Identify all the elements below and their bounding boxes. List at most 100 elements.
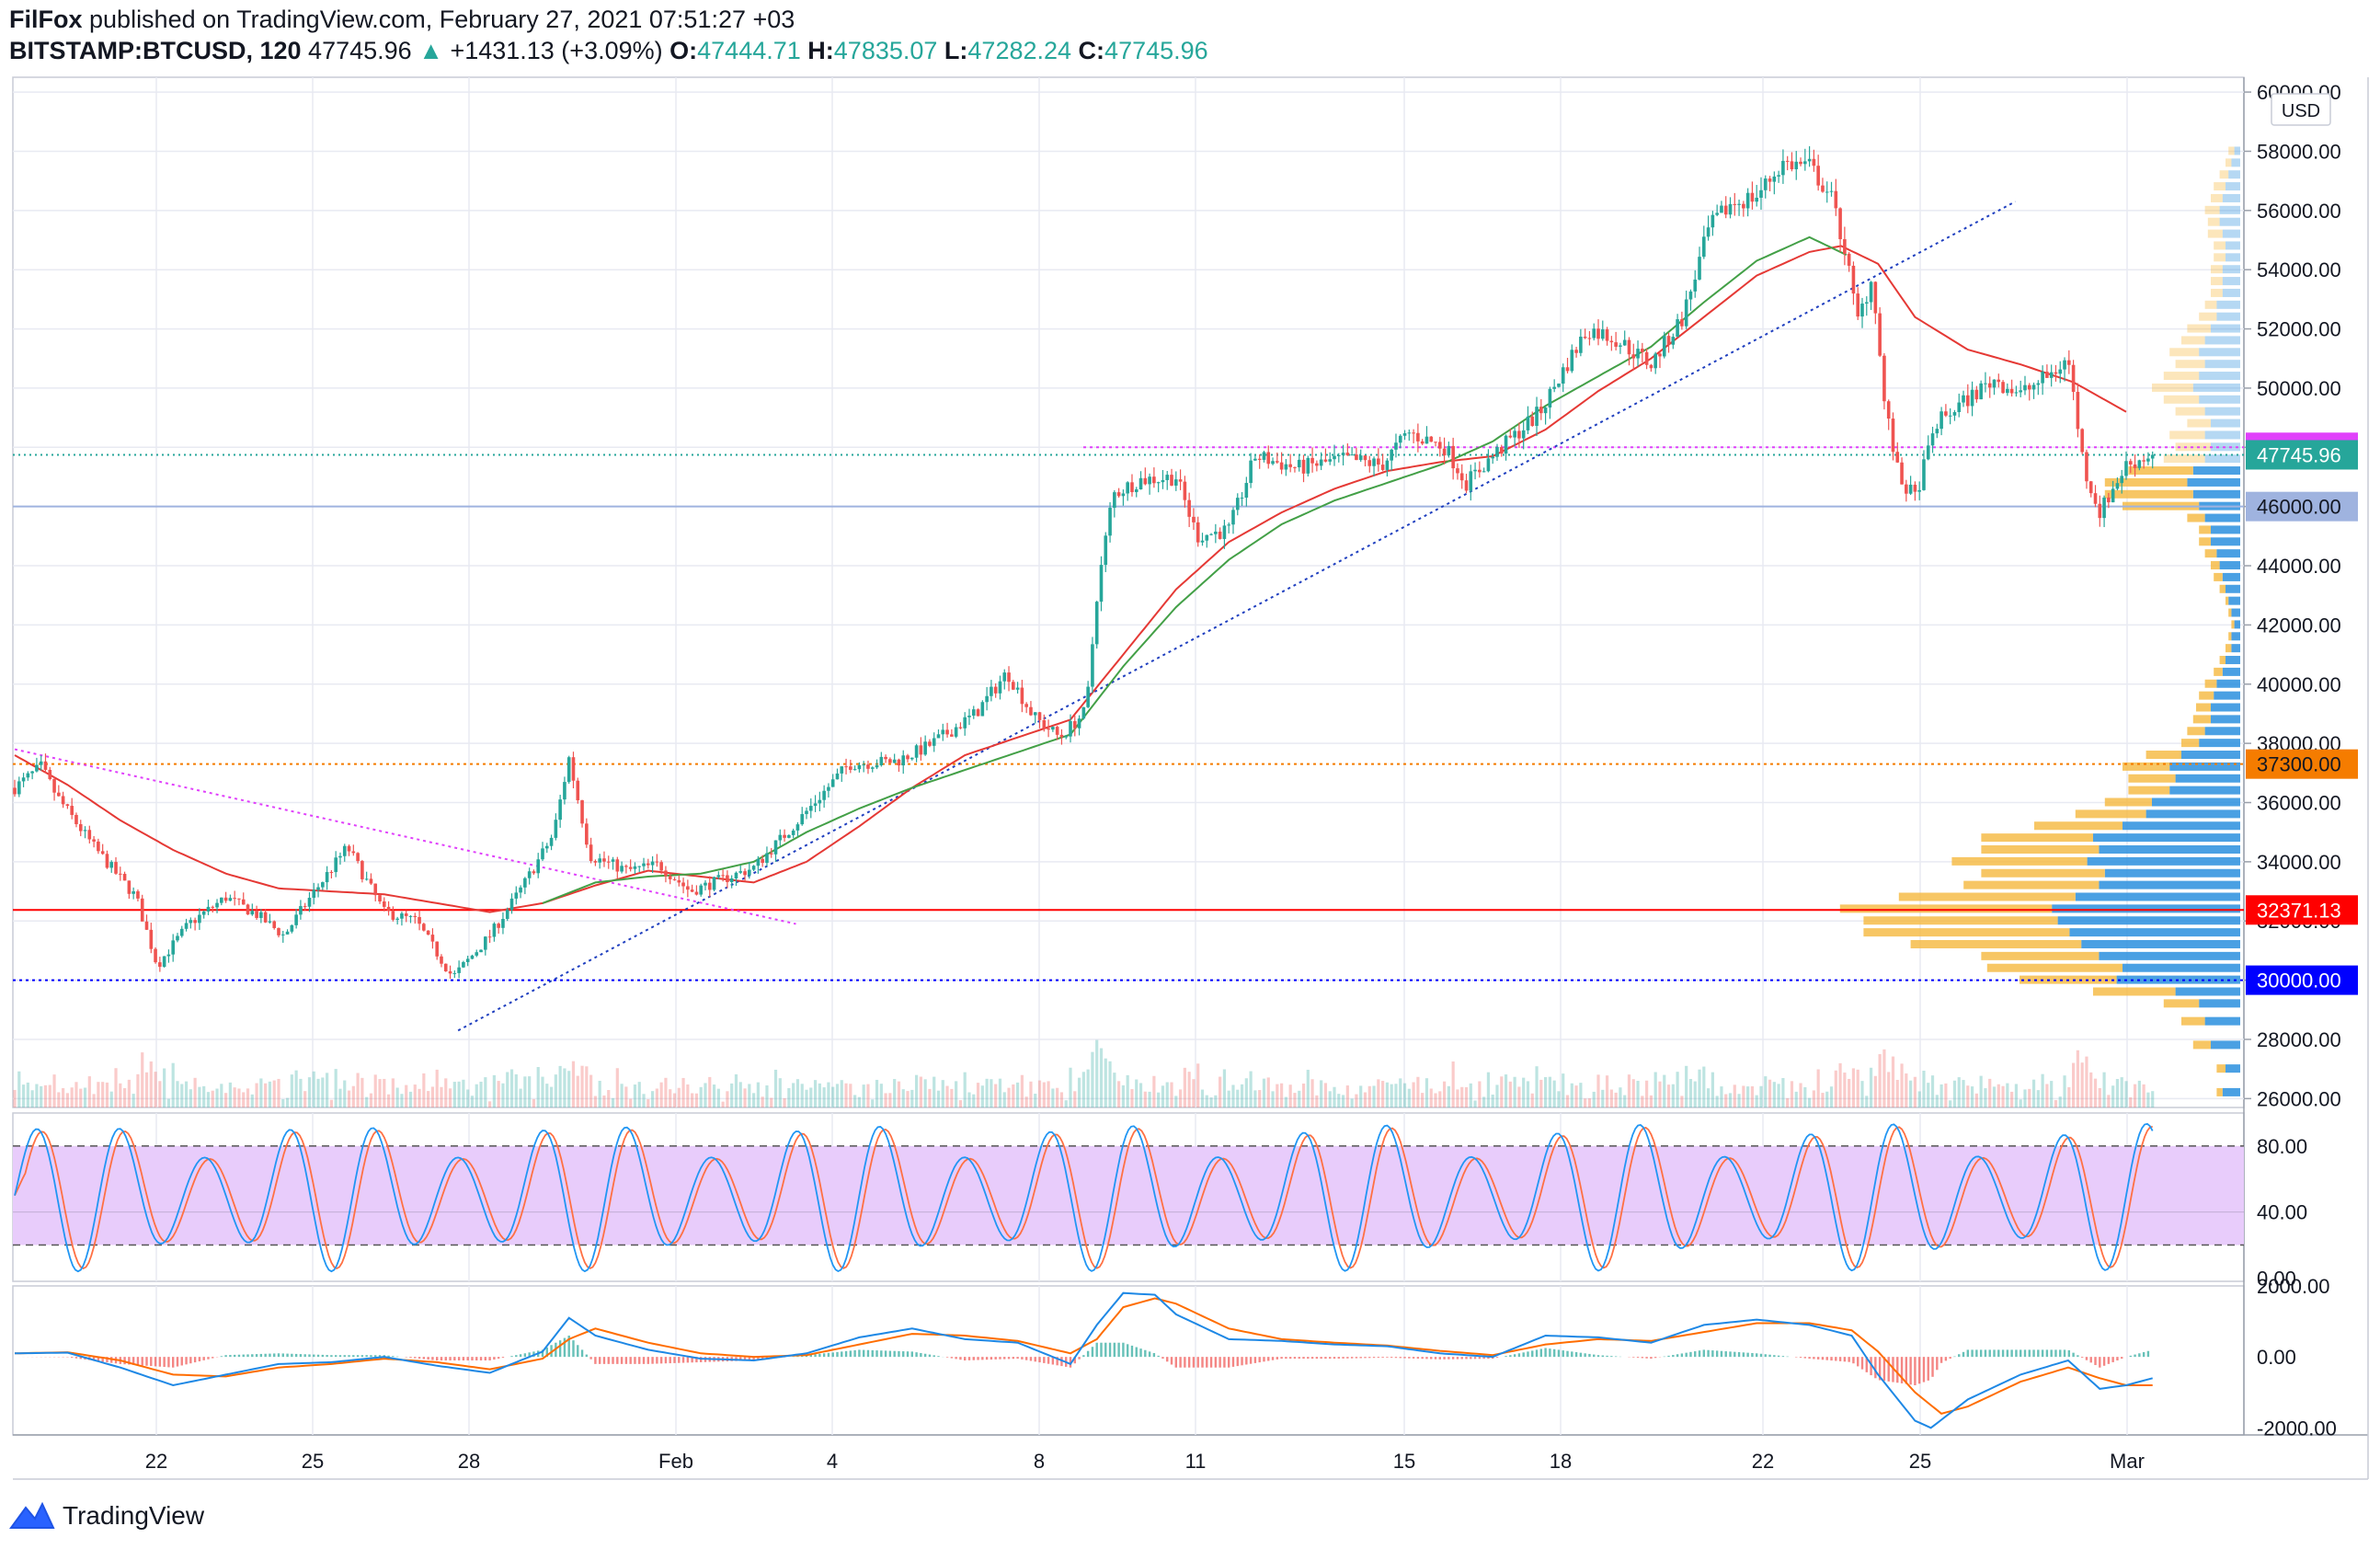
volume-profile-down-bar — [2219, 656, 2226, 665]
candle-down — [659, 862, 663, 871]
candle-down — [743, 871, 747, 876]
candle-down — [1310, 457, 1314, 464]
volume-bar — [822, 1087, 826, 1107]
volume-bar — [914, 1074, 919, 1107]
candle-down — [369, 878, 373, 884]
volume-bar — [1394, 1084, 1398, 1107]
volume-bar — [435, 1069, 439, 1107]
volume-bar — [716, 1088, 720, 1107]
volume-bar — [202, 1085, 206, 1107]
volume-profile-up-bar — [2226, 584, 2240, 593]
volume-bar — [206, 1092, 211, 1107]
candle-up — [1702, 236, 1706, 258]
candle-up — [206, 906, 211, 912]
macd-histogram-bar — [70, 1357, 74, 1359]
volume-bar — [1799, 1083, 1802, 1107]
macd-histogram-bar — [841, 1351, 843, 1358]
volume-profile-up-bar — [2216, 549, 2240, 558]
candle-down — [1416, 432, 1420, 442]
macd-histogram-bar — [669, 1357, 671, 1364]
macd-histogram-bar — [1412, 1357, 1415, 1359]
macd-tick-label: 2000.00 — [2257, 1275, 2330, 1298]
macd-histogram-bar — [1799, 1357, 1802, 1359]
volume-profile-up-bar — [2204, 1016, 2240, 1026]
author-name[interactable]: FilFox — [9, 6, 83, 33]
volume-bar — [26, 1082, 29, 1107]
candle-up — [805, 810, 808, 815]
macd-histogram-bar — [612, 1357, 614, 1364]
macd-histogram-bar — [1557, 1349, 1561, 1358]
macd-histogram-bar — [1372, 1357, 1376, 1359]
candle-up — [1684, 299, 1688, 327]
candle-down — [1886, 401, 1891, 419]
macd-histogram-bar — [158, 1357, 162, 1367]
candle-up — [132, 891, 135, 894]
volume-bar — [827, 1082, 830, 1107]
volume-bar — [316, 1078, 320, 1107]
level-price-box — [2246, 749, 2358, 779]
volume-bar — [646, 1099, 650, 1107]
volume-bar — [1658, 1081, 1662, 1107]
volume-bar — [30, 1090, 34, 1107]
candle-up — [527, 871, 532, 878]
macd-histogram-bar — [634, 1357, 636, 1364]
candle-up — [2058, 369, 2063, 374]
candle-up — [1227, 524, 1230, 526]
volume-profile-down-bar — [2199, 537, 2211, 546]
volume-bar — [1183, 1067, 1186, 1107]
candle-down — [391, 911, 395, 920]
candle-up — [228, 898, 233, 901]
volume-bar — [1535, 1066, 1539, 1107]
macd-histogram-bar — [1539, 1348, 1543, 1358]
volume-bar — [1768, 1079, 1772, 1107]
candle-up — [312, 889, 316, 899]
candle-up — [2150, 454, 2155, 459]
macd-histogram-bar — [2129, 1355, 2132, 1358]
macd-histogram-bar — [145, 1357, 148, 1366]
volume-profile-up-bar — [2211, 419, 2240, 428]
volume-bar — [919, 1076, 922, 1107]
candle-down — [1851, 265, 1856, 294]
candle-up — [220, 897, 223, 903]
symbol-label[interactable]: BITSTAMP:BTCUSD, 120 — [9, 37, 302, 64]
volume-bar — [980, 1085, 984, 1107]
macd-histogram-bar — [1984, 1349, 1987, 1358]
macd-histogram-bar — [1386, 1357, 1389, 1358]
candle-up — [299, 906, 303, 915]
candle-down — [1377, 458, 1380, 465]
candle-up — [1939, 411, 1943, 430]
candle-down — [356, 853, 360, 862]
macd-histogram-bar — [313, 1354, 315, 1358]
candle-down — [1499, 447, 1504, 454]
macd-histogram-bar — [1192, 1357, 1196, 1368]
volume-bar — [1887, 1072, 1891, 1107]
volume-bar — [1037, 1080, 1042, 1107]
volume-bar — [1517, 1086, 1521, 1107]
volume-profile-down-bar — [2204, 549, 2217, 558]
macd-histogram-bar — [418, 1357, 421, 1360]
macd-histogram-bar — [1953, 1356, 1956, 1358]
candle-up — [1482, 471, 1486, 473]
macd-histogram-bar — [880, 1350, 883, 1358]
candle-up — [1962, 395, 1965, 403]
macd-histogram-bar — [207, 1357, 210, 1360]
candle-up — [611, 859, 615, 862]
volume-bar — [1328, 1091, 1332, 1107]
volume-bar — [972, 1094, 976, 1107]
candle-up — [395, 918, 399, 920]
candle-down — [263, 912, 268, 923]
volume-bar — [1157, 1092, 1161, 1107]
volume-bar — [1504, 1074, 1508, 1107]
macd-histogram-bar — [1285, 1357, 1287, 1360]
volume-bar — [787, 1087, 791, 1107]
candle-down — [580, 800, 584, 824]
volume-bar — [1069, 1067, 1072, 1107]
volume-profile-down-bar — [2152, 383, 2193, 392]
macd-histogram-bar — [893, 1350, 896, 1358]
volume-bar — [378, 1079, 382, 1107]
macd-histogram-bar — [664, 1357, 668, 1364]
volume-profile-down-bar — [2075, 809, 2146, 819]
close-value: 47745.96 — [1104, 37, 1208, 64]
candle-up — [1930, 433, 1935, 446]
